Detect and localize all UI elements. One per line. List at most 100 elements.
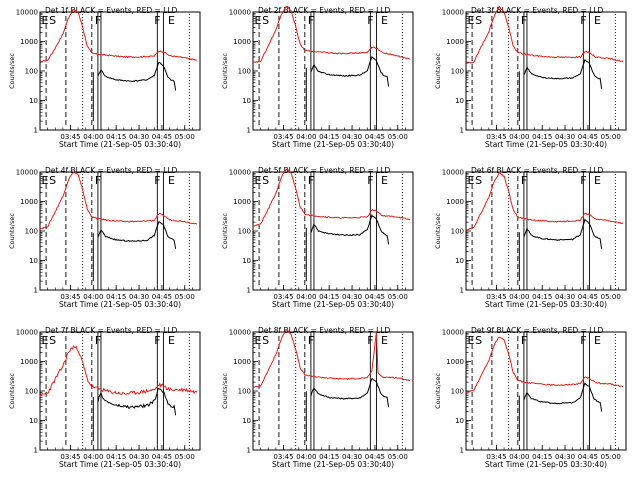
y-tick-label: 1000	[20, 38, 38, 46]
x-tick-label: 04:00	[296, 453, 316, 461]
x-tick-label: 04:00	[83, 293, 103, 301]
lld-series-line	[252, 168, 411, 227]
x-axis-label: Start Time (21-Sep-05 03:30:40)	[485, 460, 607, 469]
x-tick-label: 03:45	[273, 453, 293, 461]
x-axis-label: Start Time (21-Sep-05 03:30:40)	[272, 300, 394, 309]
x-tick-label: 04:15	[532, 453, 552, 461]
plot-frame	[252, 331, 414, 451]
y-tick-label: 10000	[229, 169, 251, 177]
x-tick-label: 04:45	[365, 133, 385, 141]
flag-label: S	[49, 334, 56, 347]
flag-label: E	[381, 174, 388, 187]
flag-label: E	[381, 14, 388, 27]
y-tick-label: 10	[455, 417, 464, 425]
panel-title: Det 2f BLACK = Events, RED = LLD	[258, 6, 391, 15]
y-axis-label: Counts/sec	[434, 53, 442, 89]
y-tick-label: 100	[25, 228, 38, 236]
x-tick-label: 04:15	[319, 133, 339, 141]
y-tick-label: 10000	[442, 169, 464, 177]
flag-label: S	[262, 14, 269, 27]
panel-det-6: Det 6f BLACK = Events, RED = LLD 1 10 100 10…	[434, 166, 627, 309]
panel-title: Det 7f BLACK = Events, RED = LLD	[45, 326, 178, 335]
x-tick-label: 04:15	[106, 293, 126, 301]
x-tick-label: 04:15	[106, 453, 126, 461]
x-tick-label: 04:30	[555, 133, 575, 141]
x-tick-label: 04:45	[578, 293, 598, 301]
panel-det-2: Det 2f BLACK = Events, RED = LLD 1 10 100 10…	[221, 5, 414, 149]
x-axis-label: Start Time (21-Sep-05 03:30:40)	[272, 140, 394, 149]
y-tick-label: 1000	[233, 38, 251, 46]
flag-label: F	[95, 174, 101, 187]
y-tick-label: 1000	[233, 198, 251, 206]
x-axis-label: Start Time (21-Sep-05 03:30:40)	[485, 140, 607, 149]
x-tick-label: 04:30	[555, 453, 575, 461]
plot-frame	[39, 171, 201, 291]
panel-det-4: Det 4f BLACK = Events, RED = LLD 1 10 100 10…	[8, 166, 201, 309]
x-tick-label: 04:00	[83, 453, 103, 461]
flag-label: E	[168, 174, 175, 187]
x-tick-label: 04:15	[532, 293, 552, 301]
flag-label: F	[580, 174, 586, 187]
lld-series-line	[39, 171, 198, 230]
y-axis-label: Counts/sec	[8, 53, 16, 89]
flag-label: F	[367, 334, 373, 347]
events-series-line	[97, 387, 177, 416]
lld-series-line	[39, 345, 198, 398]
x-axis-label: Start Time (21-Sep-05 03:30:40)	[272, 460, 394, 469]
panel-det-5: Det 5f BLACK = Events, RED = LLD 1 10 100 10…	[221, 166, 414, 309]
x-tick-label: 03:45	[60, 133, 80, 141]
x-tick-label: 05:00	[388, 133, 408, 141]
flag-label: F	[521, 334, 527, 347]
events-series-line	[523, 218, 603, 249]
x-tick-label: 05:00	[388, 293, 408, 301]
flag-label: E	[42, 174, 49, 187]
x-tick-label: 04:45	[152, 293, 172, 301]
y-tick-label: 100	[238, 388, 251, 396]
panel-title: Det 8f BLACK = Events, RED = LLD	[258, 326, 391, 335]
flag-label: F	[521, 174, 527, 187]
y-axis-label: Counts/sec	[221, 213, 229, 249]
x-tick-label: 03:45	[273, 133, 293, 141]
x-tick-label: 04:00	[509, 293, 529, 301]
y-tick-label: 10000	[16, 9, 38, 17]
x-tick-label: 05:00	[601, 133, 621, 141]
x-tick-label: 04:00	[509, 133, 529, 141]
y-tick-label: 100	[238, 228, 251, 236]
x-tick-label: 04:15	[106, 133, 126, 141]
x-axis-label: Start Time (21-Sep-05 03:30:40)	[59, 300, 181, 309]
y-tick-label: 10000	[229, 329, 251, 337]
y-axis-label: Counts/sec	[8, 213, 16, 249]
plot-frame	[465, 171, 627, 291]
y-tick-label: 100	[25, 388, 38, 396]
x-tick-label: 04:45	[152, 133, 172, 141]
y-tick-label: 1000	[446, 358, 464, 366]
flag-label: E	[42, 14, 49, 27]
y-tick-label: 1	[34, 127, 38, 135]
y-tick-label: 10000	[442, 329, 464, 337]
events-series-line	[523, 59, 603, 89]
flag-label: F	[521, 14, 527, 27]
flag-label: E	[255, 334, 262, 347]
x-tick-label: 04:30	[342, 133, 362, 141]
flag-label: E	[468, 174, 475, 187]
x-tick-label: 03:45	[60, 453, 80, 461]
lld-series-line	[252, 329, 411, 389]
x-tick-label: 04:15	[319, 453, 339, 461]
x-tick-label: 03:45	[486, 293, 506, 301]
y-tick-label: 1000	[446, 198, 464, 206]
y-tick-label: 10000	[16, 329, 38, 337]
x-tick-label: 04:30	[555, 293, 575, 301]
x-tick-label: 05:00	[601, 453, 621, 461]
events-series-line	[523, 382, 603, 412]
flag-label: S	[262, 334, 269, 347]
panel-det-3: Det 3f BLACK = Events, RED = LLD 1 10 100 10…	[434, 5, 627, 149]
y-tick-label: 1	[34, 447, 38, 455]
y-tick-label: 1	[460, 447, 464, 455]
y-tick-label: 10	[29, 97, 38, 105]
x-tick-label: 04:15	[532, 133, 552, 141]
x-tick-label: 05:00	[175, 133, 195, 141]
panel-det-9: Det 9f BLACK = Events, RED = LLD 1 10 100 10…	[434, 326, 627, 469]
y-tick-label: 1	[460, 127, 464, 135]
y-tick-label: 1	[247, 447, 251, 455]
